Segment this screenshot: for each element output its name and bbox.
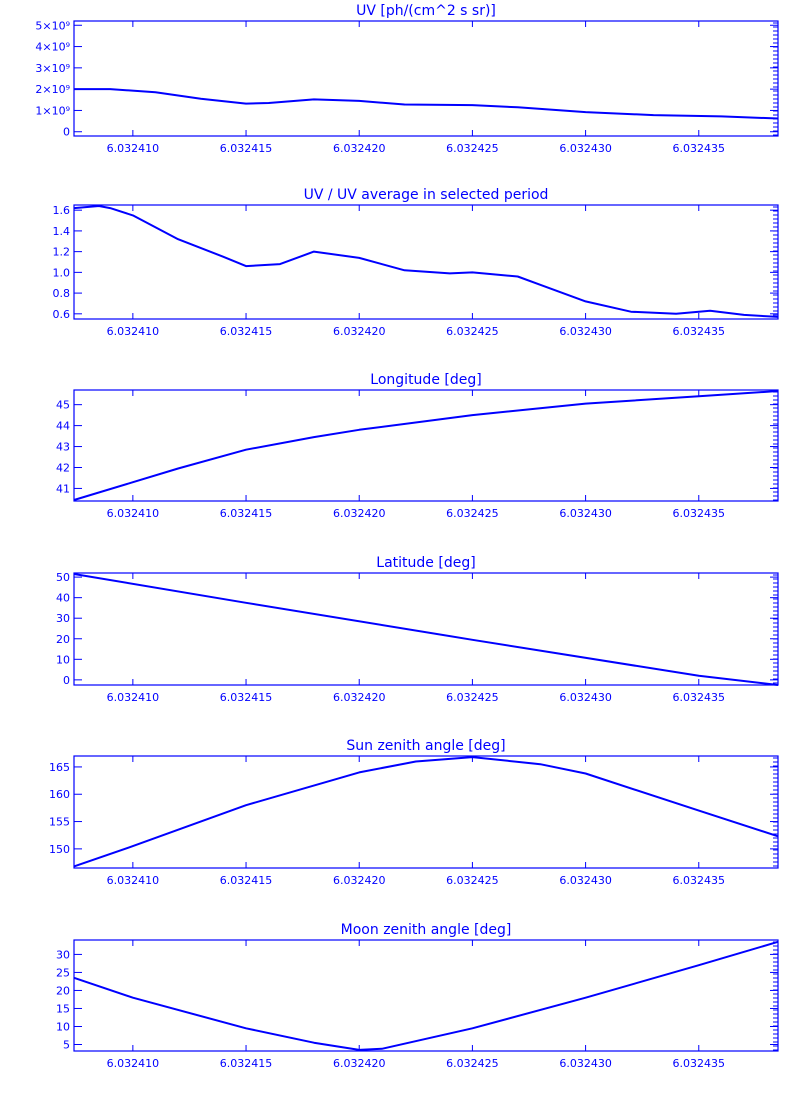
x-tick-label: 6.032425 — [446, 691, 499, 704]
series-line — [73, 940, 779, 1051]
x-tick-label: 6.032420 — [333, 325, 386, 338]
y-tick-label: 5 — [63, 1039, 70, 1052]
x-tick-label: 6.032410 — [107, 1057, 160, 1070]
chart-panel-4: Latitude [deg] 6.032410 6.032415 6.032420 6.… — [56, 555, 779, 704]
y-tick-label: 3×10⁹ — [35, 62, 70, 75]
y-tick-label: 150 — [49, 843, 70, 856]
y-tick-label: 44 — [56, 420, 70, 433]
chart-panel-3: Longitude [deg] 6.032410 6.032415 6.032420 6… — [56, 372, 779, 520]
x-tick-label: 6.032410 — [107, 142, 160, 155]
y-tick-label: 165 — [49, 761, 70, 774]
series-line — [73, 573, 779, 686]
y-tick-label: 0.8 — [53, 287, 71, 300]
chart-title: UV / UV average in selected period — [304, 187, 549, 203]
x-tick-label: 6.032425 — [446, 874, 499, 887]
x-tick-label: 6.032430 — [559, 874, 612, 887]
y-tick-label: 160 — [49, 788, 70, 801]
x-tick-label: 6.032410 — [107, 507, 160, 520]
y-tick-label: 0 — [63, 126, 70, 139]
x-tick-label: 6.032410 — [107, 874, 160, 887]
x-tick-label: 6.032420 — [333, 1057, 386, 1070]
y-tick-label: 15 — [56, 1002, 70, 1015]
chart-title: Sun zenith angle [deg] — [346, 738, 505, 754]
y-tick-label: 2×10⁹ — [35, 83, 70, 96]
plot-frame — [73, 389, 779, 502]
x-tick-label: 6.032435 — [673, 1057, 726, 1070]
x-tick-label: 6.032410 — [107, 691, 160, 704]
y-tick-label: 25 — [56, 966, 70, 979]
x-tick-label: 6.032435 — [673, 691, 726, 704]
y-tick-label: 40 — [56, 592, 70, 605]
x-tick-label: 6.032415 — [220, 691, 273, 704]
x-tick-label: 6.032435 — [673, 142, 726, 155]
x-tick-label: 6.032415 — [220, 325, 273, 338]
y-tick-label: 0 — [63, 674, 70, 687]
x-tick-label: 6.032430 — [559, 325, 612, 338]
x-tick-label: 6.032435 — [673, 325, 726, 338]
plot-frame — [73, 939, 779, 1052]
y-tick-label: 41 — [56, 482, 70, 495]
y-tick-label: 10 — [56, 1020, 70, 1033]
chart-title: UV [ph/(cm^2 s sr)] — [356, 3, 496, 19]
y-tick-label: 20 — [56, 984, 70, 997]
x-tick-label: 6.032420 — [333, 507, 386, 520]
x-tick-label: 6.032425 — [446, 142, 499, 155]
x-tick-label: 6.032425 — [446, 1057, 499, 1070]
x-tick-label: 6.032415 — [220, 507, 273, 520]
chart-panel-5: Sun zenith angle [deg] 6.032410 6.032415 6.… — [49, 738, 779, 887]
plot-frame — [73, 755, 779, 869]
x-tick-label: 6.032430 — [559, 507, 612, 520]
x-tick-label: 6.032430 — [559, 691, 612, 704]
x-tick-label: 6.032435 — [673, 507, 726, 520]
x-tick-label: 6.032420 — [333, 142, 386, 155]
x-tick-label: 6.032420 — [333, 874, 386, 887]
y-tick-label: 1.4 — [53, 225, 71, 238]
y-tick-label: 43 — [56, 441, 70, 454]
y-tick-label: 45 — [56, 399, 70, 412]
x-tick-label: 6.032425 — [446, 507, 499, 520]
x-tick-label: 6.032410 — [107, 325, 160, 338]
chart-title: Latitude [deg] — [376, 555, 475, 571]
y-tick-label: 30 — [56, 612, 70, 625]
series-line — [74, 88, 779, 120]
plot-frame — [73, 204, 779, 320]
x-tick-label: 6.032430 — [559, 142, 612, 155]
series-line — [73, 205, 779, 318]
chart-panel-2: UV / UV average in selected period 6.0324… — [53, 187, 779, 338]
chart-panel-6: Moon zenith angle [deg] 6.032410 6.032415 6… — [56, 922, 779, 1070]
y-tick-label: 30 — [56, 948, 70, 961]
y-tick-label: 1.2 — [53, 246, 71, 259]
y-tick-label: 20 — [56, 633, 70, 646]
y-tick-label: 1×10⁹ — [35, 104, 70, 117]
y-tick-label: 1.6 — [53, 204, 71, 217]
y-tick-label: 50 — [56, 571, 70, 584]
x-tick-label: 6.032430 — [559, 1057, 612, 1070]
y-tick-label: 1.0 — [53, 266, 71, 279]
x-tick-label: 6.032415 — [220, 1057, 273, 1070]
series-line — [73, 390, 779, 501]
y-tick-label: 0.6 — [53, 308, 71, 321]
x-tick-label: 6.032435 — [673, 874, 726, 887]
chart-title: Longitude [deg] — [370, 372, 481, 388]
y-tick-label: 10 — [56, 653, 70, 666]
x-tick-label: 6.032420 — [333, 691, 386, 704]
plot-frame — [73, 572, 779, 686]
y-tick-label: 4×10⁹ — [35, 41, 70, 54]
y-tick-label: 155 — [49, 816, 70, 829]
chart-panel-1: UV [ph/(cm^2 s sr)] 6.032410 6.032415 6.032… — [35, 3, 779, 155]
y-tick-label: 42 — [56, 461, 70, 474]
plot-frame — [73, 20, 779, 137]
x-tick-label: 6.032415 — [220, 874, 273, 887]
x-tick-label: 6.032425 — [446, 325, 499, 338]
series-line — [73, 756, 779, 868]
y-tick-label: 5×10⁹ — [35, 19, 70, 32]
chart-title: Moon zenith angle [deg] — [341, 922, 512, 938]
x-tick-label: 6.032415 — [220, 142, 273, 155]
